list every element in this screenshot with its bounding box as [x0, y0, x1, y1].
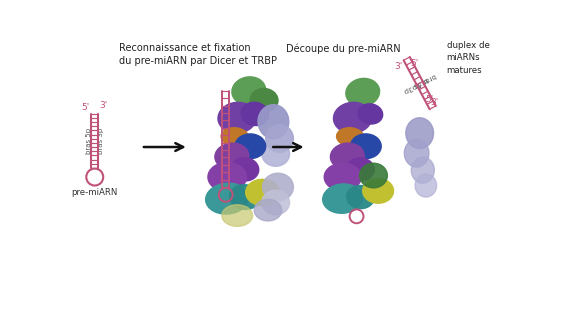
Ellipse shape — [246, 179, 279, 206]
Ellipse shape — [347, 158, 374, 181]
Ellipse shape — [362, 179, 393, 203]
Text: 3': 3' — [430, 98, 439, 107]
Ellipse shape — [415, 174, 437, 197]
Ellipse shape — [232, 77, 266, 105]
Text: 5': 5' — [81, 103, 90, 112]
Ellipse shape — [221, 128, 249, 146]
Text: duplex de
miARNs
matures: duplex de miARNs matures — [447, 41, 490, 75]
Ellipse shape — [208, 162, 247, 192]
Ellipse shape — [333, 102, 372, 133]
Text: bras 3p: bras 3p — [98, 128, 103, 154]
Ellipse shape — [266, 125, 293, 152]
Ellipse shape — [358, 104, 383, 124]
Ellipse shape — [346, 78, 379, 106]
Ellipse shape — [218, 102, 256, 133]
Text: bras 3p: bras 3p — [402, 77, 429, 94]
Text: 3': 3' — [394, 62, 402, 71]
Ellipse shape — [206, 183, 249, 214]
Ellipse shape — [323, 184, 362, 213]
Text: bras 5p: bras 5p — [86, 128, 92, 154]
Ellipse shape — [360, 163, 387, 188]
Ellipse shape — [262, 173, 293, 201]
Ellipse shape — [262, 190, 289, 215]
Text: bras 5p: bras 5p — [411, 72, 437, 90]
Text: 5': 5' — [410, 58, 419, 68]
Ellipse shape — [250, 89, 278, 111]
Ellipse shape — [262, 142, 289, 166]
Ellipse shape — [254, 199, 282, 221]
Text: Reconnaissance et fixation
du pre-miARN par Dicer et TRBP: Reconnaissance et fixation du pre-miARN … — [119, 43, 278, 66]
Ellipse shape — [222, 205, 252, 226]
Ellipse shape — [347, 186, 374, 208]
Ellipse shape — [231, 158, 259, 181]
Ellipse shape — [235, 134, 266, 159]
Text: 3': 3' — [99, 101, 107, 110]
Text: 5': 5' — [425, 95, 433, 104]
Ellipse shape — [411, 157, 434, 183]
Text: Découpe du pre-miARN: Découpe du pre-miARN — [285, 43, 400, 54]
Ellipse shape — [330, 143, 364, 169]
Ellipse shape — [406, 118, 433, 149]
Ellipse shape — [337, 128, 364, 146]
Ellipse shape — [404, 139, 429, 167]
Ellipse shape — [324, 163, 361, 191]
Ellipse shape — [258, 105, 289, 138]
Ellipse shape — [229, 185, 260, 209]
Ellipse shape — [215, 143, 249, 169]
Ellipse shape — [350, 134, 381, 159]
Text: pre-miARN: pre-miARN — [71, 188, 118, 197]
Ellipse shape — [241, 102, 269, 126]
